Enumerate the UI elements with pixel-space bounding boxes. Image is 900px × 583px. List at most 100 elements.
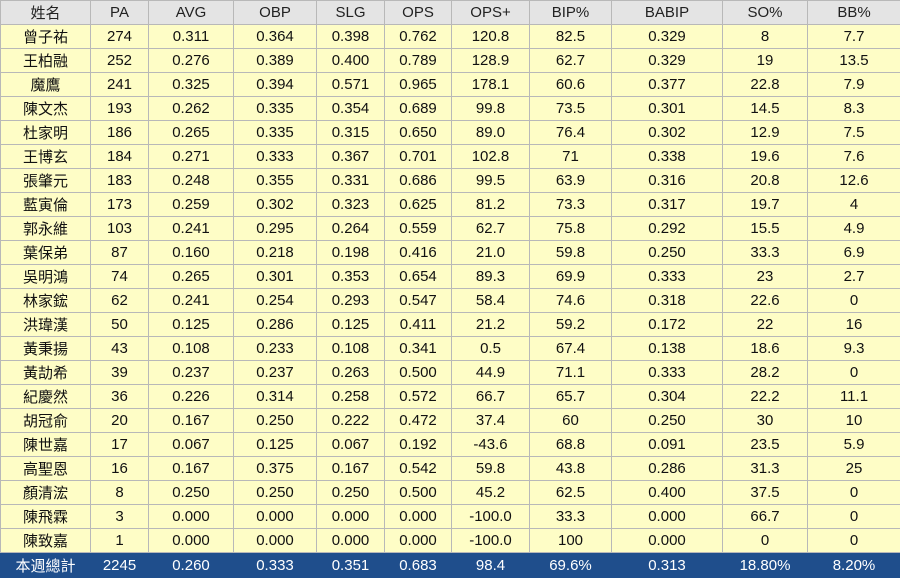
cell-slg: 0.167 <box>316 456 385 481</box>
cell-ops-plus: 44.9 <box>451 360 530 385</box>
cell-avg: 0.237 <box>148 360 234 385</box>
table-row: 高聖恩 16 0.167 0.375 0.167 0.542 59.8 43.8 0.286 31… <box>0 456 900 481</box>
cell-avg: 0.241 <box>148 216 234 241</box>
cell-babip: 0.338 <box>611 144 723 169</box>
cell-obp: 0.295 <box>233 216 317 241</box>
cell-pa: 50 <box>90 312 149 337</box>
cell-bip-pct: 73.5 <box>529 96 612 121</box>
cell-babip: 0.333 <box>611 360 723 385</box>
cell-ops-plus: 128.9 <box>451 48 530 73</box>
cell-so-pct: 37.5 <box>722 480 808 505</box>
cell-babip: 0.000 <box>611 528 723 553</box>
table-row: 紀慶然 36 0.226 0.314 0.258 0.572 66.7 65.7 0.304 22… <box>0 384 900 409</box>
cell-babip: 0.302 <box>611 120 723 145</box>
cell-name: 顏清浤 <box>0 480 91 505</box>
cell-bb-pct: 4.9 <box>807 216 900 241</box>
cell-so-pct: 22.8 <box>722 72 808 97</box>
cell-bb-pct: 4 <box>807 192 900 217</box>
cell-name: 紀慶然 <box>0 384 91 409</box>
cell-babip: 0.250 <box>611 408 723 433</box>
cell-babip: 0.304 <box>611 384 723 409</box>
cell-ops-plus: -100.0 <box>451 528 530 553</box>
cell-pa: 103 <box>90 216 149 241</box>
cell-obp: 0.000 <box>233 504 317 529</box>
cell-babip: 0.286 <box>611 456 723 481</box>
cell-bb-pct: 11.1 <box>807 384 900 409</box>
table-row: 杜家明 186 0.265 0.335 0.315 0.650 89.0 76.4 0.302 1… <box>0 120 900 145</box>
cell-slg: 0.367 <box>316 144 385 169</box>
cell-slg: 0.331 <box>316 168 385 193</box>
cell-name: 王博玄 <box>0 144 91 169</box>
cell-ops-plus: 21.2 <box>451 312 530 337</box>
table-body: 曾子祐 274 0.311 0.364 0.398 0.762 120.8 82.5 0.329… <box>0 24 900 553</box>
column-header-so-pct: SO% <box>722 0 808 25</box>
cell-bip-pct: 71.1 <box>529 360 612 385</box>
cell-ops-plus: 178.1 <box>451 72 530 97</box>
cell-ops: 0.416 <box>384 240 452 265</box>
total-row: 本週總計 2245 0.260 0.333 0.351 0.683 98.4 69.6% 0.3… <box>0 552 900 578</box>
cell-obp: 0.254 <box>233 288 317 313</box>
table-row: 陳致嘉 1 0.000 0.000 0.000 0.000 -100.0 100 0.000 0 0 <box>0 528 900 553</box>
cell-babip: 0.329 <box>611 24 723 49</box>
table-row: 陳文杰 193 0.262 0.335 0.354 0.689 99.8 73.5 0.301 1… <box>0 96 900 121</box>
cell-babip: 0.292 <box>611 216 723 241</box>
cell-bip-pct: 74.6 <box>529 288 612 313</box>
cell-so-pct: 18.6 <box>722 336 808 361</box>
cell-so-pct: 28.2 <box>722 360 808 385</box>
cell-slg: 0.571 <box>316 72 385 97</box>
cell-obp: 0.237 <box>233 360 317 385</box>
column-header-ops: OPS <box>384 0 452 25</box>
cell-obp: 0.301 <box>233 264 317 289</box>
cell-ops: 0.686 <box>384 168 452 193</box>
cell-babip: 0.091 <box>611 432 723 457</box>
cell-babip: 0.250 <box>611 240 723 265</box>
cell-name: 陳世嘉 <box>0 432 91 457</box>
cell-ops: 0.572 <box>384 384 452 409</box>
cell-slg: 0.067 <box>316 432 385 457</box>
total-cell-so-pct: 18.80% <box>722 552 808 578</box>
cell-babip: 0.377 <box>611 72 723 97</box>
cell-obp: 0.335 <box>233 96 317 121</box>
cell-bb-pct: 5.9 <box>807 432 900 457</box>
cell-avg: 0.248 <box>148 168 234 193</box>
cell-slg: 0.198 <box>316 240 385 265</box>
cell-bb-pct: 7.6 <box>807 144 900 169</box>
cell-bip-pct: 68.8 <box>529 432 612 457</box>
cell-ops: 0.701 <box>384 144 452 169</box>
cell-ops: 0.650 <box>384 120 452 145</box>
cell-ops: 0.965 <box>384 72 452 97</box>
cell-pa: 183 <box>90 168 149 193</box>
cell-ops: 0.472 <box>384 408 452 433</box>
cell-bb-pct: 2.7 <box>807 264 900 289</box>
cell-obp: 0.125 <box>233 432 317 457</box>
cell-ops: 0.542 <box>384 456 452 481</box>
total-cell-name: 本週總計 <box>0 552 91 578</box>
cell-slg: 0.353 <box>316 264 385 289</box>
table-row: 黃劼希 39 0.237 0.237 0.263 0.500 44.9 71.1 0.333 28… <box>0 360 900 385</box>
cell-name: 曾子祐 <box>0 24 91 49</box>
cell-pa: 186 <box>90 120 149 145</box>
table-row: 顏清浤 8 0.250 0.250 0.250 0.500 45.2 62.5 0.400 37.… <box>0 480 900 505</box>
cell-name: 葉保弟 <box>0 240 91 265</box>
cell-name: 洪瑋漢 <box>0 312 91 337</box>
cell-name: 林家鋐 <box>0 288 91 313</box>
cell-ops: 0.689 <box>384 96 452 121</box>
column-header-bb-pct: BB% <box>807 0 900 25</box>
cell-slg: 0.323 <box>316 192 385 217</box>
cell-ops-plus: -43.6 <box>451 432 530 457</box>
cell-so-pct: 0 <box>722 528 808 553</box>
cell-babip: 0.318 <box>611 288 723 313</box>
cell-ops-plus: 59.8 <box>451 456 530 481</box>
cell-ops: 0.000 <box>384 528 452 553</box>
cell-name: 黃秉揚 <box>0 336 91 361</box>
cell-pa: 193 <box>90 96 149 121</box>
cell-so-pct: 22 <box>722 312 808 337</box>
cell-babip: 0.138 <box>611 336 723 361</box>
cell-obp: 0.314 <box>233 384 317 409</box>
cell-so-pct: 15.5 <box>722 216 808 241</box>
cell-obp: 0.355 <box>233 168 317 193</box>
cell-slg: 0.263 <box>316 360 385 385</box>
cell-babip: 0.172 <box>611 312 723 337</box>
table-row: 葉保弟 87 0.160 0.218 0.198 0.416 21.0 59.8 0.250 33… <box>0 240 900 265</box>
column-header-obp: OBP <box>233 0 317 25</box>
